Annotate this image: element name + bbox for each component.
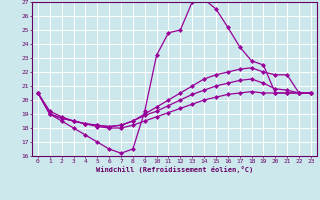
X-axis label: Windchill (Refroidissement éolien,°C): Windchill (Refroidissement éolien,°C) [96,166,253,173]
